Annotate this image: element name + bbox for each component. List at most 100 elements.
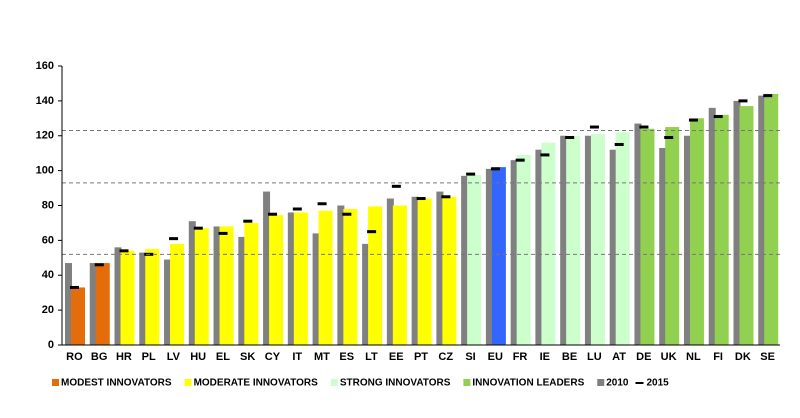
bar-2010 — [139, 252, 147, 345]
y-tick-label: 0 — [48, 339, 54, 351]
legend-label: MODERATE INNOVATORS — [194, 378, 319, 389]
bar-2010 — [263, 191, 271, 345]
bar — [145, 249, 160, 345]
bar-2010 — [609, 149, 617, 345]
x-tick-label: BE — [562, 351, 577, 363]
bar-2010 — [758, 95, 766, 345]
x-tick-label: ES — [339, 351, 354, 363]
bar-2010 — [337, 205, 345, 345]
bar — [491, 167, 506, 345]
bar — [541, 142, 556, 345]
x-tick-label: LU — [587, 351, 602, 363]
legend-label: INNOVATION LEADERS — [472, 378, 584, 389]
bar-2010 — [164, 259, 172, 345]
legend-swatch — [463, 379, 471, 386]
bar — [219, 226, 234, 345]
bar-2010 — [436, 191, 444, 345]
legend-swatch — [52, 379, 59, 386]
x-tick-label: HU — [190, 351, 206, 363]
x-tick-label: RO — [66, 351, 83, 363]
bar-2010 — [659, 147, 667, 345]
bar — [566, 135, 581, 345]
bar-2010 — [213, 226, 221, 345]
x-tick-label: BG — [91, 351, 108, 363]
x-tick-label: LT — [365, 351, 378, 363]
legend-label: 2010 — [606, 378, 629, 389]
bar — [590, 134, 605, 345]
legend-label: 2015 — [647, 378, 670, 389]
x-tick-label: IE — [540, 351, 550, 363]
x-tick-label: CZ — [438, 351, 453, 363]
x-tick-label: AT — [612, 351, 626, 363]
bar-2010 — [634, 123, 642, 345]
x-tick-label: UK — [661, 351, 677, 363]
y-tick-label: 160 — [36, 60, 54, 72]
bar — [95, 263, 110, 345]
bar — [689, 118, 704, 345]
bar-2010 — [461, 175, 469, 345]
bar-2010 — [683, 135, 691, 345]
bar — [665, 127, 680, 345]
bar-2010 — [535, 149, 543, 345]
x-tick-label: SK — [240, 351, 255, 363]
bar-2010 — [560, 135, 568, 345]
x-tick-label: NL — [686, 351, 701, 363]
bar — [467, 174, 482, 345]
bar-2010 — [584, 135, 592, 345]
x-tick-label: CY — [265, 351, 281, 363]
bar-2010 — [89, 263, 97, 345]
y-tick-label: 80 — [42, 199, 54, 211]
bar — [714, 114, 729, 345]
bar-2010 — [65, 263, 72, 345]
bar-2010 — [411, 196, 419, 345]
x-tick-label: FI — [713, 351, 723, 363]
bar — [640, 128, 655, 345]
bar — [318, 210, 333, 345]
legend-label: STRONG INNOVATORS — [340, 378, 451, 389]
bar-2010 — [188, 221, 196, 345]
bar — [170, 243, 185, 345]
y-tick-label: 120 — [36, 130, 54, 142]
bar — [293, 212, 308, 345]
bar — [368, 206, 383, 345]
bar-2010 — [312, 233, 320, 345]
x-tick-label: SE — [760, 351, 775, 363]
y-tick-label: 100 — [36, 165, 54, 177]
x-tick-label: DK — [735, 351, 751, 363]
x-tick-label: MT — [314, 351, 330, 363]
x-tick-label: FR — [513, 351, 528, 363]
bar-2010 — [114, 247, 122, 345]
y-tick-label: 140 — [36, 95, 54, 107]
bar — [244, 222, 259, 345]
x-tick-label: EU — [488, 351, 503, 363]
x-tick-label: EL — [216, 351, 230, 363]
x-tick-label: PL — [142, 351, 156, 363]
bar-2010 — [362, 243, 370, 345]
bar — [343, 208, 358, 345]
bar — [194, 228, 209, 345]
bar — [120, 250, 135, 345]
bar — [615, 132, 630, 345]
legend-swatch — [330, 379, 338, 386]
x-tick-label: SI — [465, 351, 475, 363]
legend-swatch — [184, 379, 192, 386]
bar-2010 — [386, 198, 394, 345]
bar — [516, 154, 531, 345]
bar — [764, 93, 779, 346]
bar — [442, 196, 457, 345]
bar-2010 — [708, 107, 716, 345]
bar — [392, 205, 407, 345]
y-tick-label: 20 — [42, 304, 54, 316]
x-tick-label: HR — [116, 351, 132, 363]
x-tick-label: PT — [414, 351, 428, 363]
bar-2010 — [485, 168, 493, 345]
bar-2010 — [510, 160, 518, 345]
x-tick-label: IT — [292, 351, 302, 363]
bar — [417, 198, 432, 345]
y-tick-label: 40 — [42, 269, 54, 281]
bar-2010 — [238, 236, 246, 345]
bar — [739, 106, 754, 345]
bar — [71, 287, 85, 345]
y-tick-label: 60 — [42, 234, 54, 246]
